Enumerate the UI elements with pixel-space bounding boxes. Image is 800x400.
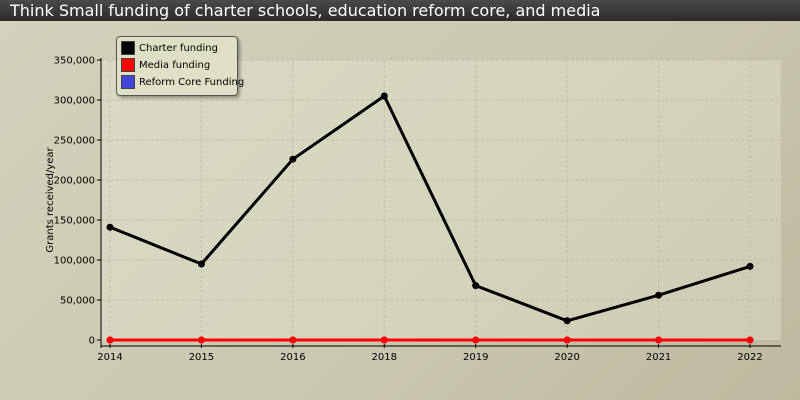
data-point-charter-funding	[106, 223, 114, 231]
y-tick-label: 100,000	[54, 256, 95, 267]
data-point-media-funding	[472, 336, 480, 344]
data-point-media-funding	[380, 336, 388, 344]
x-tick-label: 2014	[97, 352, 122, 363]
data-point-charter-funding	[472, 282, 480, 290]
data-point-media-funding	[655, 336, 663, 344]
data-point-charter-funding	[563, 317, 571, 325]
data-point-media-funding	[197, 336, 205, 344]
legend-item: Reform Core Funding	[121, 74, 244, 90]
data-point-media-funding	[746, 336, 754, 344]
y-tick-label: 300,000	[54, 96, 95, 107]
legend-item: Charter funding	[121, 40, 218, 56]
data-point-charter-funding	[655, 291, 663, 299]
legend-label: Media funding	[139, 59, 211, 71]
axes: 0 50,000 100,000 150,000 200,000 250,000 300,0…	[54, 56, 781, 363]
y-tick-label: 200,000	[54, 176, 95, 187]
data-point-charter-funding	[380, 92, 388, 100]
data-point-charter-funding	[746, 262, 754, 270]
plot-area	[101, 60, 781, 340]
x-tick-label: 2022	[737, 352, 762, 363]
legend: Charter funding Media funding Reform Core …	[116, 36, 244, 96]
x-tick-label: 2016	[280, 352, 305, 363]
x-tick-label: 2021	[646, 352, 671, 363]
x-tick-label: 2020	[554, 352, 579, 363]
series-layer	[106, 92, 754, 344]
legend-label: Reform Core Funding	[139, 76, 245, 88]
data-point-media-funding	[563, 336, 571, 344]
y-tick-label: 250,000	[54, 136, 95, 147]
x-tick-label: 2015	[189, 352, 214, 363]
data-point-media-funding	[106, 336, 114, 344]
data-point-media-funding	[289, 336, 297, 344]
legend-label: Charter funding	[139, 42, 218, 54]
gridlines	[101, 59, 781, 340]
data-point-charter-funding	[197, 260, 205, 268]
x-tick-label: 2018	[372, 352, 397, 363]
legend-swatch	[121, 41, 135, 55]
series-line-charter-funding	[109, 94, 751, 323]
y-tick-label: 350,000	[54, 56, 95, 67]
y-tick-label: 150,000	[54, 216, 95, 227]
y-axis-label: Grants received/year	[45, 147, 56, 253]
y-tick-label: 0	[89, 336, 95, 347]
x-tick-label: 2019	[463, 352, 488, 363]
data-point-charter-funding	[289, 155, 297, 163]
title-bar: Think Small funding of charter schools, …	[0, 0, 800, 21]
legend-swatch	[121, 58, 135, 72]
chart-title: Think Small funding of charter schools, …	[10, 1, 601, 20]
legend-item: Media funding	[121, 57, 210, 73]
y-tick-label: 50,000	[60, 296, 95, 307]
legend-swatch	[121, 75, 135, 89]
